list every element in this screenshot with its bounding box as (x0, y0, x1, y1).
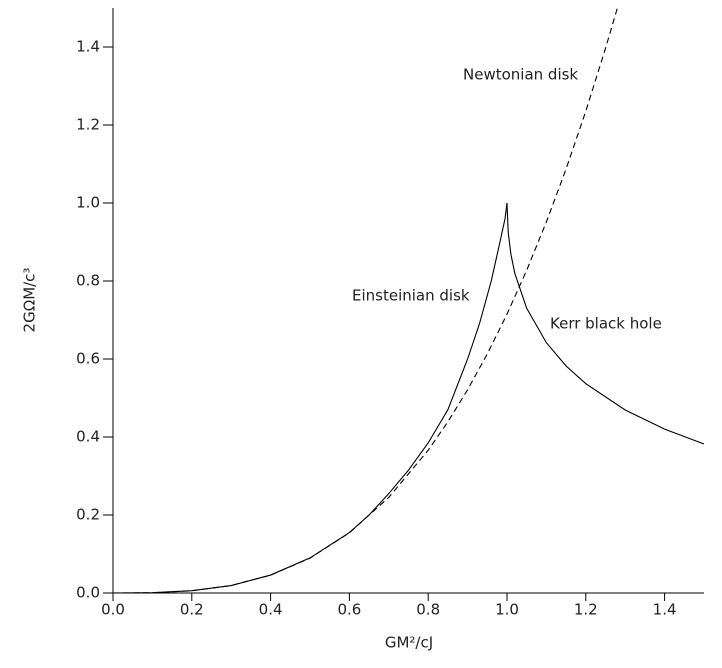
x-tick-label: 0.2 (180, 601, 204, 619)
y-tick-label: 0.6 (76, 350, 100, 368)
x-tick-label: 0.0 (101, 601, 125, 619)
y-tick-label: 0.8 (76, 272, 100, 290)
y-axis-label: 2GΩM/c³ (21, 268, 39, 333)
y-tick-label: 1.0 (76, 194, 100, 212)
y-tick-label: 0.2 (76, 506, 100, 524)
y-tick-label: 1.4 (76, 38, 100, 56)
x-axis-label: GM²/cJ (385, 634, 433, 652)
series-line (506, 202, 705, 445)
series-label: Kerr black hole (550, 315, 662, 333)
y-tick-label: 0.4 (76, 428, 100, 446)
series-line (112, 202, 508, 594)
x-tick-label: 0.8 (416, 601, 440, 619)
x-tick-label: 1.4 (653, 601, 677, 619)
x-tick-label: 1.2 (574, 601, 598, 619)
series-label: Newtonian disk (463, 66, 578, 84)
x-tick-label: 0.6 (337, 601, 361, 619)
series-label: Einsteinian disk (352, 287, 470, 305)
y-tick-label: 0.0 (76, 584, 100, 602)
y-tick-label: 1.2 (76, 116, 100, 134)
x-tick-label: 0.4 (259, 601, 283, 619)
x-tick-label: 1.0 (495, 601, 519, 619)
